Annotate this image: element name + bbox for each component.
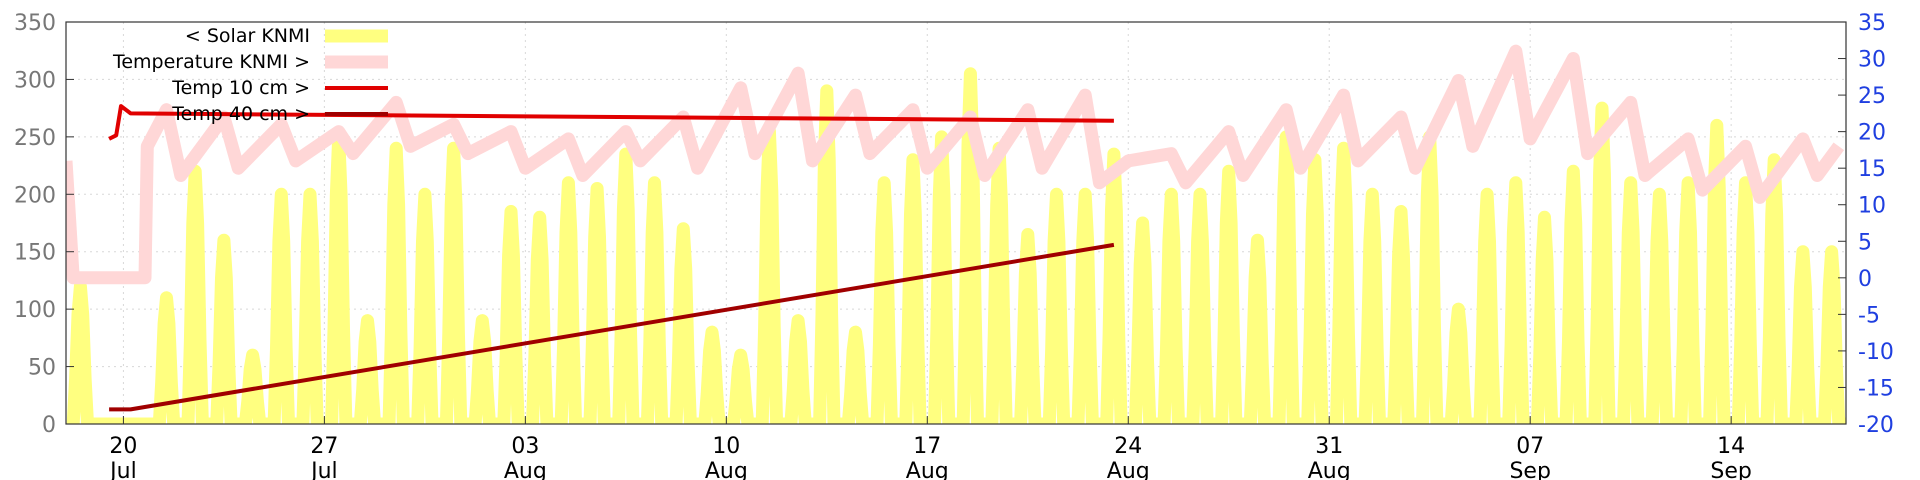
y-left-tick-label: 100 bbox=[14, 298, 56, 323]
x-tick-month-label: Jul bbox=[108, 459, 137, 480]
y-right-tick-label: -20 bbox=[1858, 413, 1894, 438]
y-right-tick-label: 35 bbox=[1858, 11, 1886, 36]
x-tick-month-label: Sep bbox=[1710, 459, 1751, 480]
series-layer bbox=[66, 44, 1846, 424]
y-right-tick-label: 30 bbox=[1858, 48, 1886, 73]
y-right-tick-label: -15 bbox=[1858, 376, 1894, 401]
y-right-tick-label: -10 bbox=[1858, 340, 1894, 365]
y-right-tick-label: 5 bbox=[1858, 230, 1872, 255]
y-left-tick-label: 350 bbox=[14, 11, 56, 36]
series-temp-10cm-line bbox=[108, 104, 1114, 141]
x-tick-day-label: 14 bbox=[1717, 434, 1745, 459]
x-tick-month-label: Aug bbox=[1308, 459, 1351, 480]
y-axis-left: 0 50 100 150 200 250 300 350 bbox=[14, 11, 74, 438]
x-tick-month-label: Aug bbox=[504, 459, 547, 480]
x-tick-day-label: 03 bbox=[511, 434, 539, 459]
y-left-tick-label: 200 bbox=[14, 183, 56, 208]
legend-label: Temp 40 cm > bbox=[171, 103, 310, 125]
series-temp-40cm-line bbox=[109, 242, 1115, 412]
y-axis-right: -20 -15 -10 -5 0 5 10 15 20 25 30 35 bbox=[1838, 11, 1894, 438]
y-left-tick-label: 50 bbox=[28, 356, 56, 381]
x-axis: 20Jul27Jul03Aug10Aug17Aug24Aug31Aug07Sep… bbox=[108, 416, 1752, 480]
y-left-tick-label: 300 bbox=[14, 68, 56, 93]
x-tick-day-label: 31 bbox=[1315, 434, 1343, 459]
series-temperature-knmi-line bbox=[66, 44, 1845, 285]
y-left-tick-label: 150 bbox=[14, 241, 56, 266]
x-tick-day-label: 17 bbox=[913, 434, 941, 459]
y-right-tick-label: 15 bbox=[1858, 157, 1886, 182]
x-tick-month-label: Sep bbox=[1509, 459, 1550, 480]
legend: < Solar KNMI Temperature KNMI > Temp 10 cm… bbox=[112, 25, 388, 125]
y-right-tick-label: 10 bbox=[1858, 194, 1886, 219]
y-right-tick-label: 20 bbox=[1858, 121, 1886, 146]
plot-frame bbox=[65, 21, 1847, 425]
x-tick-day-label: 24 bbox=[1114, 434, 1142, 459]
x-tick-month-label: Aug bbox=[705, 459, 748, 480]
x-tick-month-label: Jul bbox=[309, 459, 338, 480]
y-right-tick-label: -5 bbox=[1858, 303, 1880, 328]
legend-label: Temp 10 cm > bbox=[171, 77, 310, 99]
y-right-tick-label: 0 bbox=[1858, 267, 1872, 292]
x-tick-day-label: 20 bbox=[109, 434, 137, 459]
y-left-tick-label: 250 bbox=[14, 126, 56, 151]
x-tick-day-label: 10 bbox=[712, 434, 740, 459]
legend-label: < Solar KNMI bbox=[185, 25, 310, 47]
legend-label: Temperature KNMI > bbox=[112, 51, 310, 73]
x-tick-day-label: 07 bbox=[1516, 434, 1544, 459]
y-left-tick-label: 0 bbox=[42, 413, 56, 438]
x-tick-day-label: 27 bbox=[310, 434, 338, 459]
x-tick-month-label: Aug bbox=[906, 459, 949, 480]
y-right-tick-label: 25 bbox=[1858, 84, 1886, 109]
x-tick-month-label: Aug bbox=[1107, 459, 1150, 480]
